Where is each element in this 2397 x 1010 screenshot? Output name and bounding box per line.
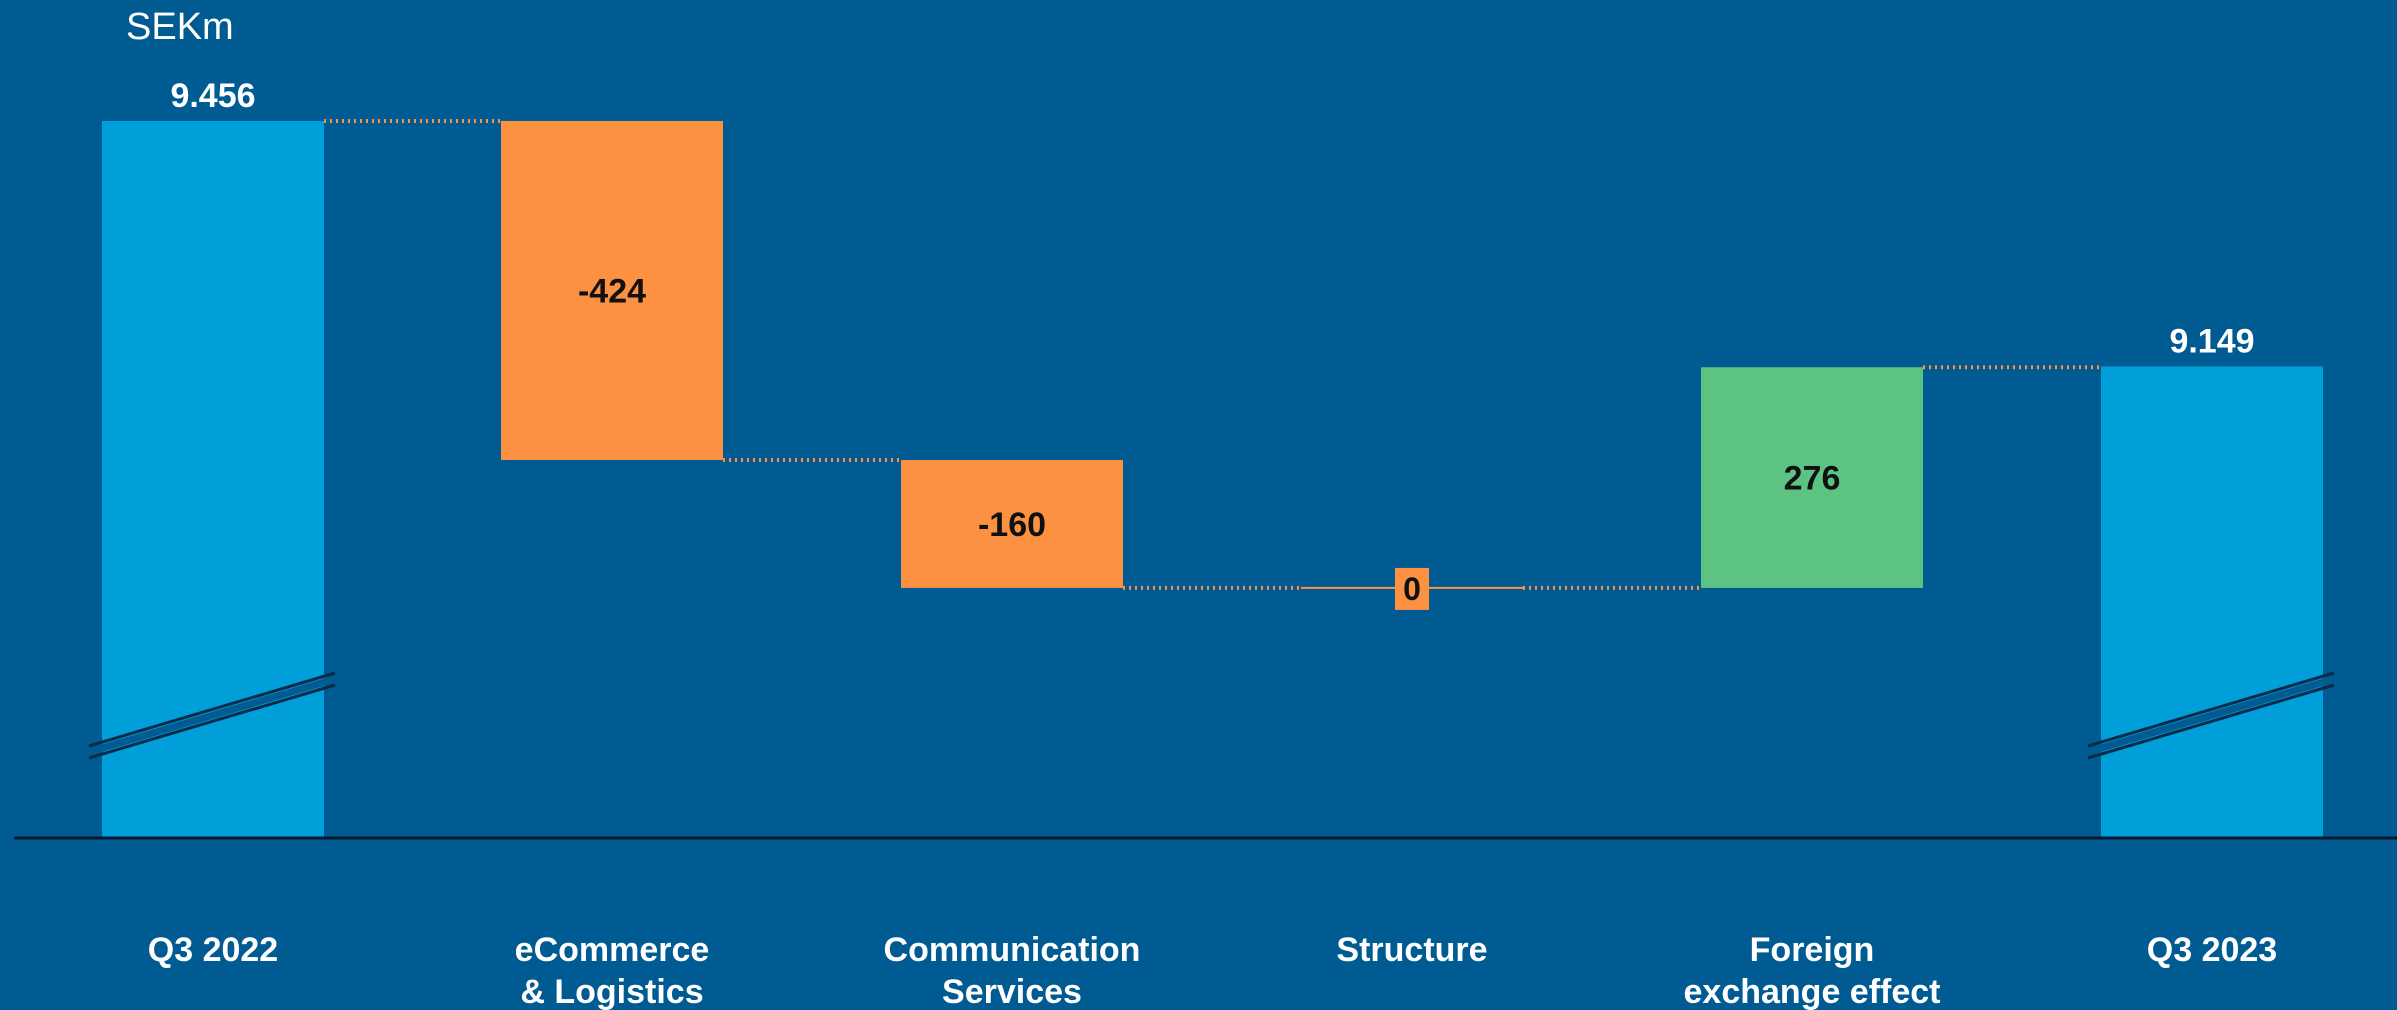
value-badge-structure xyxy=(1395,567,1429,610)
value-label: -424 xyxy=(578,273,646,311)
value-label: 9.456 xyxy=(170,77,255,115)
bar-q3-2023 xyxy=(2101,366,2323,838)
bar-ecommerce-logistics xyxy=(501,121,723,460)
value-label: -160 xyxy=(978,506,1046,544)
category-label-structure: Structure xyxy=(1336,931,1487,969)
value-label: 9.149 xyxy=(2169,322,2254,360)
category-label-ecommerce-logistics: eCommerce & Logistics xyxy=(515,931,710,1010)
axis-break-mark xyxy=(88,671,336,760)
bar-foreign-exchange-effect xyxy=(1701,367,1923,588)
bar-q3-2022 xyxy=(102,121,324,838)
category-label-q3-2022: Q3 2022 xyxy=(148,931,278,969)
category-label-foreign-exchange-effect: Foreign exchange effect xyxy=(1684,931,1941,1010)
category-label-q3-2023: Q3 2023 xyxy=(2147,931,2277,969)
value-label: 276 xyxy=(1784,460,1841,498)
unit-label: SEKm xyxy=(126,6,234,48)
category-label-communication-services: Communication Services xyxy=(884,931,1141,1010)
axis-break-mark xyxy=(2087,671,2335,760)
bar-communication-services xyxy=(901,460,1123,588)
value-label: 0 xyxy=(1403,571,1421,607)
